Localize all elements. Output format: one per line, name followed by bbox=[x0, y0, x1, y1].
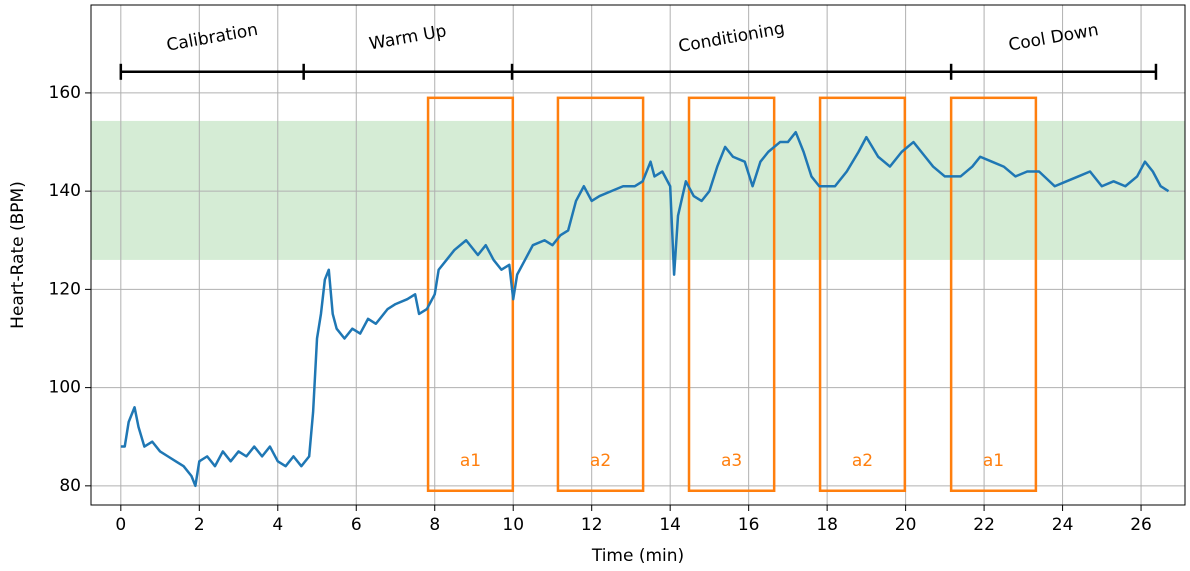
x-tick-label: 2 bbox=[194, 515, 205, 535]
x-tick-label: 8 bbox=[429, 515, 440, 535]
interval-label: a1 bbox=[460, 451, 481, 471]
y-tick-label: 140 bbox=[49, 181, 81, 201]
x-tick-label: 24 bbox=[1052, 515, 1074, 535]
x-tick-label: 12 bbox=[581, 515, 603, 535]
target-zone bbox=[91, 120, 1185, 260]
plot-frame bbox=[90, 4, 1186, 506]
interval-label: a1 bbox=[983, 451, 1004, 471]
x-tick-label: 4 bbox=[272, 515, 283, 535]
x-tick-label: 10 bbox=[502, 515, 524, 535]
x-tick-label: 26 bbox=[1130, 515, 1152, 535]
x-axis-label: Time (min) bbox=[591, 546, 684, 566]
phase-label: Warm Up bbox=[368, 21, 448, 54]
x-tick-label: 22 bbox=[973, 515, 995, 535]
y-tick-label: 80 bbox=[59, 476, 81, 496]
x-tick-label: 0 bbox=[115, 515, 126, 535]
x-tick-label: 16 bbox=[738, 515, 760, 535]
phase-label: Conditioning bbox=[677, 19, 786, 57]
y-axis-label: Heart-Rate (BPM) bbox=[8, 181, 28, 329]
x-tick-label: 20 bbox=[895, 515, 917, 535]
y-tick-label: 120 bbox=[49, 279, 81, 299]
phase-label: Cool Down bbox=[1007, 20, 1100, 55]
y-tick-label: 100 bbox=[49, 378, 81, 398]
x-tick-label: 18 bbox=[816, 515, 838, 535]
interval-label: a2 bbox=[590, 451, 611, 471]
x-tick-label: 14 bbox=[659, 515, 681, 535]
interval-box bbox=[687, 96, 776, 493]
x-tick-label: 6 bbox=[351, 515, 362, 535]
interval-box bbox=[556, 96, 645, 493]
phase-label: Calibration bbox=[165, 20, 260, 56]
interval-label: a3 bbox=[721, 451, 742, 471]
interval-box bbox=[949, 96, 1038, 493]
interval-box bbox=[818, 96, 907, 493]
y-tick-label: 160 bbox=[49, 83, 81, 103]
interval-label: a2 bbox=[852, 451, 873, 471]
heart-rate-line bbox=[120, 130, 1170, 488]
